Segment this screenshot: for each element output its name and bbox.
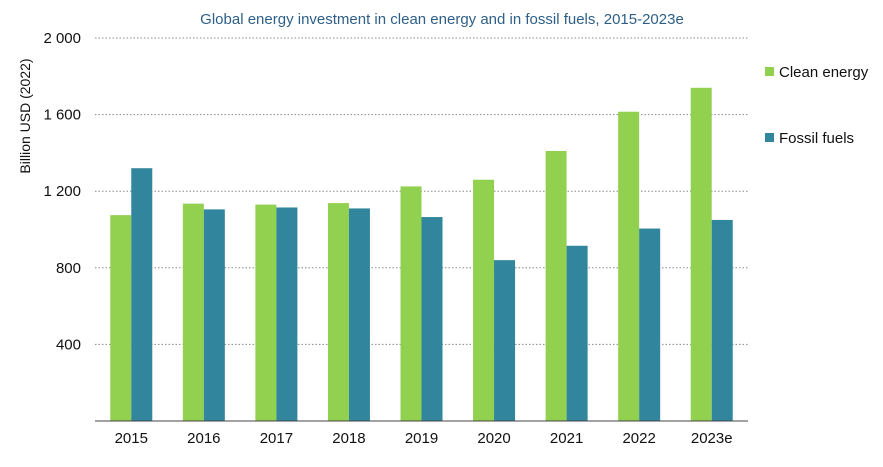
bar-fossil-fuels-2017 — [276, 207, 298, 421]
bar-clean-energy-2020 — [473, 179, 495, 421]
legend-swatch — [765, 133, 774, 142]
legend: Clean energy Fossil fuels — [765, 64, 869, 147]
y-tick-label: 2 000 — [43, 30, 81, 47]
bars — [110, 87, 733, 422]
bar-fossil-fuels-2019 — [421, 217, 443, 421]
bar-clean-energy-2015 — [110, 215, 132, 421]
bar-clean-energy-2021 — [545, 150, 567, 422]
y-axis-label: Billion USD (2022) — [17, 58, 33, 173]
x-tick-label: 2022 — [622, 430, 655, 447]
x-tick-label: 2023e — [691, 430, 733, 447]
bar-fossil-fuels-2023e — [711, 219, 733, 421]
bar-fossil-fuels-2022 — [639, 228, 661, 421]
bar-clean-energy-2019 — [400, 186, 422, 421]
bar-clean-energy-2023e — [690, 87, 712, 421]
legend-label: Fossil fuels — [779, 130, 854, 147]
bar-fossil-fuels-2018 — [348, 208, 370, 421]
x-tick-label: 2019 — [405, 430, 438, 447]
bar-fossil-fuels-2015 — [131, 168, 153, 421]
y-tick-label: 800 — [56, 260, 81, 277]
y-tick-label: 1 600 — [43, 107, 81, 124]
legend-label: Clean energy — [779, 64, 869, 81]
x-tick-label: 2018 — [332, 430, 365, 447]
bar-fossil-fuels-2016 — [203, 209, 225, 421]
x-tick-label: 2015 — [115, 430, 148, 447]
x-tick-label: 2017 — [260, 430, 293, 447]
bar-clean-energy-2017 — [255, 204, 277, 421]
x-tick-label: 2016 — [187, 430, 220, 447]
axes: 400 800 1 200 1 600 2 000 2015 2016 2017 2018 201… — [43, 30, 748, 447]
bar-fossil-fuels-2021 — [566, 245, 588, 421]
bar-clean-energy-2022 — [618, 111, 640, 421]
x-tick-label: 2020 — [477, 430, 510, 447]
y-tick-label: 400 — [56, 336, 81, 353]
chart-title: Global energy investment in clean energy… — [200, 11, 684, 28]
x-tick-label: 2021 — [550, 430, 583, 447]
y-tick-label: 1 200 — [43, 183, 81, 200]
bar-clean-energy-2018 — [327, 203, 349, 421]
bar-fossil-fuels-2020 — [494, 260, 516, 421]
bar-clean-energy-2016 — [182, 203, 204, 421]
legend-swatch — [765, 67, 774, 76]
